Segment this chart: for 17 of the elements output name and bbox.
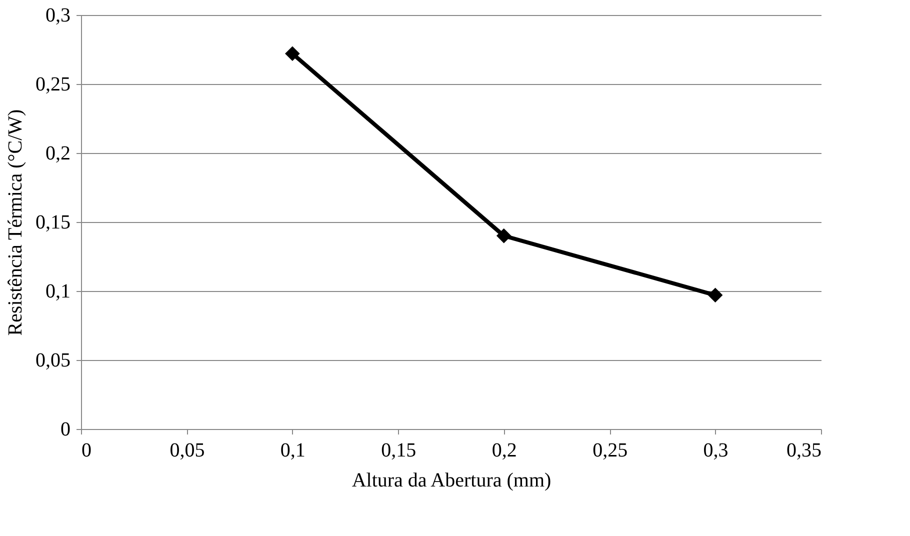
x-axis-title: Altura da Abertura (mm) bbox=[352, 470, 552, 492]
x-tick-label: 0,3 bbox=[703, 440, 728, 462]
y-tick-label: 0,05 bbox=[36, 350, 70, 372]
y-axis-title: Resistência Térmica (°C/W) bbox=[4, 109, 26, 336]
x-tick-label: 0,1 bbox=[280, 440, 306, 462]
y-tick-label: 0,25 bbox=[36, 74, 70, 96]
y-tick-label: 0,15 bbox=[36, 212, 70, 234]
x-tick-label: 0,35 bbox=[786, 440, 822, 462]
y-tick-label: 0,1 bbox=[46, 280, 70, 302]
x-tick-label: 0,25 bbox=[592, 440, 628, 462]
x-tick-label: 0,15 bbox=[381, 440, 416, 462]
y-tick-label: 0,3 bbox=[46, 4, 70, 26]
y-tick-label: 0 bbox=[60, 418, 70, 440]
x-tick-label: 0 bbox=[82, 440, 92, 462]
x-tick-label: 0,2 bbox=[492, 440, 517, 462]
y-tick-label: 0,2 bbox=[46, 142, 70, 164]
x-tick-label: 0,05 bbox=[170, 440, 205, 462]
